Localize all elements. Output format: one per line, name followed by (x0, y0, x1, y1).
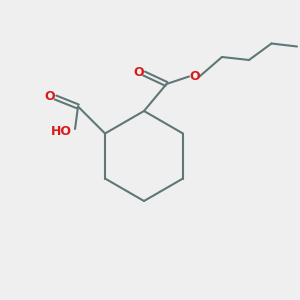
Text: O: O (45, 89, 56, 103)
Text: O: O (189, 70, 200, 83)
Text: HO: HO (51, 125, 72, 139)
Text: O: O (133, 65, 144, 79)
